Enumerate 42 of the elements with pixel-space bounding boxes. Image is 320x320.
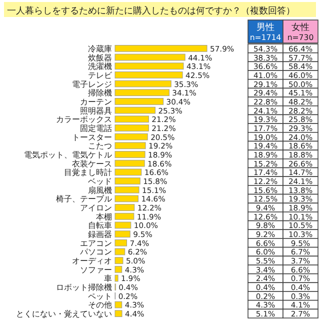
- y-tick-label: パソコン: [79, 246, 112, 257]
- y-tick-label: 本棚: [96, 211, 112, 222]
- y-tick-label: ベッド: [88, 176, 112, 186]
- y-tick-label: ペット: [88, 290, 112, 301]
- y-tick-label: 洗濯機: [88, 61, 112, 72]
- y-tick-label: こたつ: [88, 140, 112, 151]
- y-tick-label: 固定電話: [80, 122, 112, 133]
- y-tick-label: とくにない・覚えていない: [16, 308, 112, 319]
- y-tick-label: ロボット掃除機: [56, 282, 112, 292]
- y-tick-label: 自転車: [88, 220, 112, 230]
- y-tick-label: 掃除機: [88, 88, 112, 98]
- y-tick-label: 冷蔵庫: [88, 43, 112, 54]
- y-tick-label: 椅子、テーブル: [56, 194, 112, 204]
- y-tick-label: 炊飯器: [88, 52, 112, 62]
- bar: [114, 72, 183, 78]
- y-tick-label: 照明器具: [80, 105, 112, 116]
- y-tick-label: テレビ: [88, 70, 113, 80]
- y-tick-label: カーテン: [80, 96, 112, 106]
- bar: [114, 257, 124, 264]
- bar: [114, 98, 164, 105]
- bar: [114, 204, 135, 211]
- y-tick-label: 電気ポット、電気ケトル: [24, 149, 112, 160]
- y-tick-label: 衣装ケース: [72, 158, 112, 168]
- bar: [114, 124, 149, 132]
- bar: [114, 310, 122, 318]
- y-tick-label: その他: [88, 300, 112, 310]
- chart-title: 一人暮らしをするために新たに購入したものは何ですか？（複数回答）: [7, 6, 295, 16]
- bar: [114, 151, 146, 158]
- y-tick-label: 目覚まし時計: [64, 167, 112, 178]
- y-tick-label: 車: [104, 273, 112, 284]
- y-tick-label: 録画器: [88, 229, 112, 240]
- y-tick-label: カラーボックス: [56, 114, 112, 124]
- bar: [114, 230, 130, 238]
- y-tick-label: ソファー: [80, 264, 112, 274]
- y-tick-label: オーディオ: [72, 256, 112, 266]
- y-tick-label: アイロン: [80, 202, 112, 213]
- y-tick-label: トースター: [72, 132, 112, 142]
- y-tick-label: 電子レンジ: [72, 78, 112, 89]
- bar: [114, 178, 140, 184]
- y-tick-label: エアコン: [80, 238, 112, 248]
- y-tick-label: 扇風機: [88, 184, 112, 195]
- bar: [114, 44, 208, 52]
